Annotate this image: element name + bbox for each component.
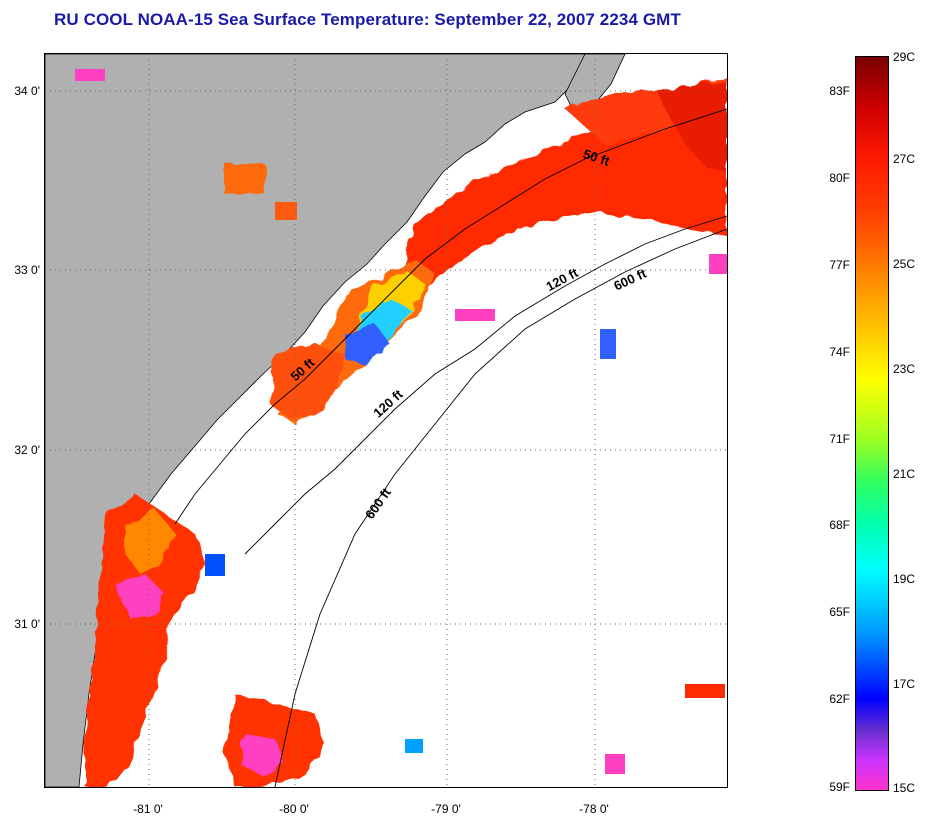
sst-mid-shelf-band xyxy=(270,259,435,424)
colorbar-f-83: 83F xyxy=(829,84,850,98)
temperature-colorbar xyxy=(855,56,889,791)
lon-label-78: -78 0' xyxy=(579,802,609,816)
sst-map: 50 ft 50 ft 120 ft 120 ft 600 ft 600 ft xyxy=(44,53,728,788)
lon-label-81: -81 0' xyxy=(133,802,163,816)
colorbar-c-17: 17C xyxy=(893,677,916,691)
lat-label-34: 34 0' xyxy=(14,84,40,98)
lat-label-32: 32 0' xyxy=(14,443,40,457)
lat-label-33: 33 0' xyxy=(14,263,40,277)
colorbar-f-71: 71F xyxy=(829,432,850,446)
colorbar-f-68: 68F xyxy=(829,518,850,532)
colorbar-c-21: 21C xyxy=(893,467,916,481)
colorbar-f-80: 80F xyxy=(829,171,850,185)
colorbar-c-27: 27C xyxy=(893,152,916,166)
sst-warm-area-south xyxy=(85,494,325,787)
colorbar-c-23: 23C xyxy=(893,362,916,376)
colorbar-f-62: 62F xyxy=(829,692,850,706)
colorbar-f-65: 65F xyxy=(829,605,850,619)
lon-label-80: -80 0' xyxy=(279,802,309,816)
lat-label-31: 31 0' xyxy=(14,617,40,631)
colorbar-c-29: 29C xyxy=(893,50,916,64)
lon-label-79: -79 0' xyxy=(431,802,461,816)
colorbar-f-74: 74F xyxy=(829,345,850,359)
colorbar-f-59: 59F xyxy=(829,780,850,794)
colorbar-c-15: 15C xyxy=(893,781,916,795)
map-title: RU COOL NOAA-15 Sea Surface Temperature:… xyxy=(54,10,681,29)
sst-warm-plume-north xyxy=(395,78,727,304)
depth-contours xyxy=(174,108,727,787)
sst-scattered-pixels xyxy=(75,69,727,774)
graticule xyxy=(45,54,727,787)
colorbar-f-77: 77F xyxy=(829,258,850,272)
colorbar-c-19: 19C xyxy=(893,572,916,586)
map-canvas xyxy=(45,54,727,787)
colorbar-c-25: 25C xyxy=(893,257,916,271)
